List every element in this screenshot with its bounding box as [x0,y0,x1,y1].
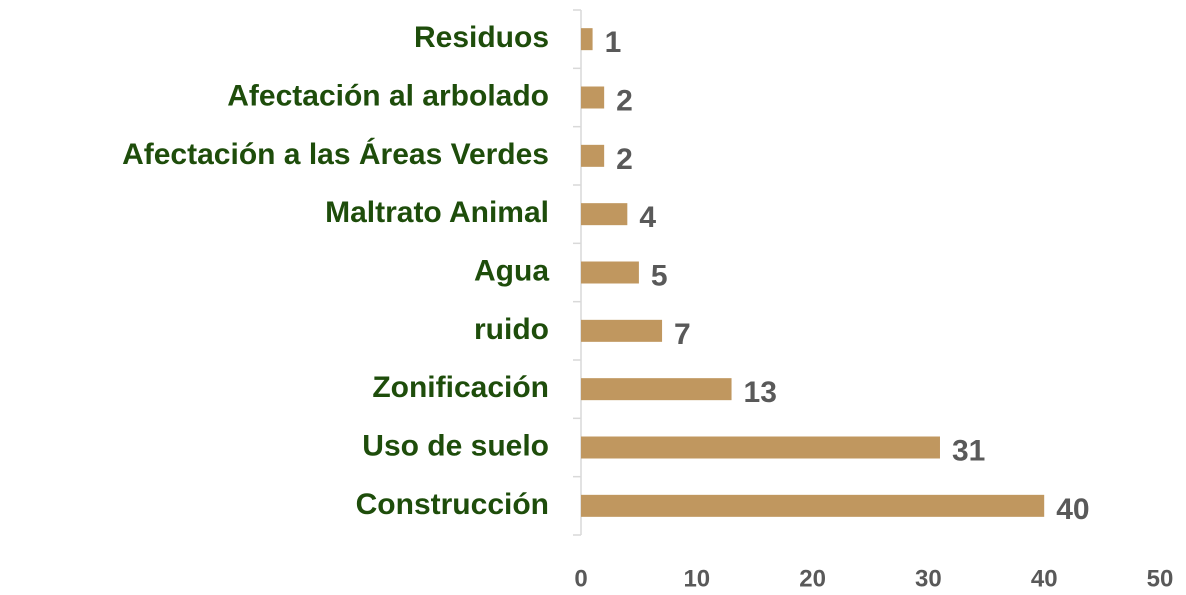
y-tick-label: Afectación al arbolado [227,79,549,112]
bar [581,144,605,167]
bar [581,319,663,342]
x-tick-label: 30 [915,565,942,590]
bar [581,436,940,459]
x-tick-label: 40 [1031,565,1058,590]
y-tick-label: ruido [474,313,549,346]
bar [581,28,593,51]
y-tick-label: Afectación a las Áreas Verdes [122,137,549,171]
x-tick-label: 20 [799,565,826,590]
bar [581,86,605,109]
bar [581,494,1045,517]
y-tick-label: Uso de suelo [362,429,549,462]
data-label: 7 [674,318,691,351]
y-tick-label: Construcción [356,488,549,521]
data-label: 31 [952,434,985,467]
bar [581,261,639,284]
data-label: 5 [651,259,668,292]
bar [581,378,732,401]
data-label: 2 [616,143,633,176]
x-tick-label: 0 [574,565,587,590]
x-tick-label: 50 [1147,565,1174,590]
data-label: 40 [1056,493,1089,526]
data-label: 1 [605,26,622,59]
y-tick-label: Zonificación [372,371,549,404]
y-tick-label: Maltrato Animal [325,196,549,229]
bar [581,203,628,226]
data-label: 4 [639,201,656,234]
data-label: 2 [616,84,633,117]
y-tick-label: Agua [474,254,549,287]
y-tick-label: Residuos [414,21,549,54]
data-label: 13 [744,376,777,409]
x-tick-label: 10 [683,565,710,590]
